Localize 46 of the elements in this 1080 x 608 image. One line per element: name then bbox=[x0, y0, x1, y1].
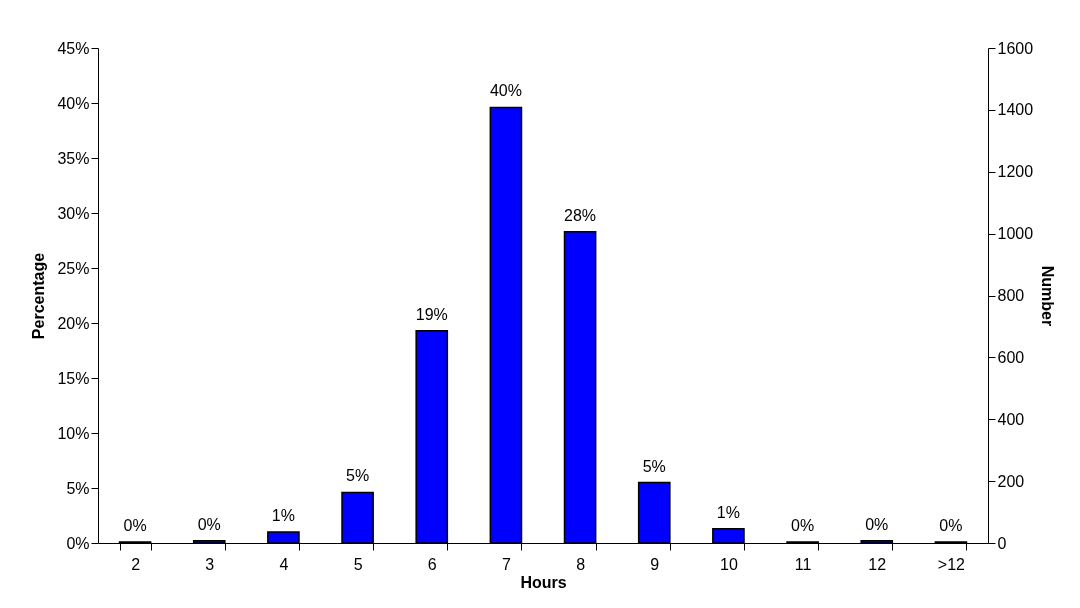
y-tick-label: 45% bbox=[57, 39, 90, 57]
data-label: 5% bbox=[642, 457, 666, 475]
y-axis-title: Percentage bbox=[30, 252, 48, 340]
y2-tick-label: 400 bbox=[997, 410, 1025, 428]
x-tick-label: 6 bbox=[427, 555, 437, 573]
data-label: 19% bbox=[415, 305, 448, 323]
y-tick-label: 15% bbox=[57, 369, 90, 387]
data-label: 0% bbox=[865, 515, 889, 533]
x-tick-label: 11 bbox=[794, 555, 812, 573]
y2-tick-label: 200 bbox=[997, 472, 1025, 490]
x-tick-label: 2 bbox=[131, 555, 141, 573]
y2-tick-label: 1400 bbox=[997, 101, 1034, 119]
x-tick-label: 3 bbox=[205, 555, 215, 573]
x-tick-label: 10 bbox=[720, 555, 738, 573]
y-tick-label: 40% bbox=[57, 94, 90, 112]
y2-tick-label: 800 bbox=[997, 287, 1025, 304]
data-label: 0% bbox=[939, 516, 963, 534]
y-tick-label: 25% bbox=[57, 259, 90, 277]
data-label: 0% bbox=[197, 515, 221, 533]
y-tick-label: 5% bbox=[66, 479, 90, 497]
y2-axis-title: Number bbox=[1039, 265, 1057, 327]
x-tick-label: 5 bbox=[353, 555, 363, 573]
data-label: 1% bbox=[271, 507, 295, 524]
data-label: 40% bbox=[489, 82, 522, 100]
y-tick-label: 10% bbox=[57, 424, 90, 442]
data-label: 5% bbox=[346, 467, 370, 485]
y-tick-label: 35% bbox=[57, 149, 90, 167]
x-tick-label: 8 bbox=[576, 555, 586, 573]
y2-tick-label: 1200 bbox=[997, 163, 1034, 181]
x-tick-label: 4 bbox=[279, 555, 289, 573]
x-tick-label: 12 bbox=[868, 555, 887, 573]
data-label: 0% bbox=[123, 516, 147, 534]
x-tick-label: >12 bbox=[937, 555, 966, 573]
y-tick-label: 0% bbox=[66, 534, 90, 552]
x-axis-title: Hours bbox=[520, 573, 567, 591]
x-tick-label: 7 bbox=[501, 555, 511, 573]
y-tick-label: 30% bbox=[57, 204, 90, 222]
y2-tick-label: 600 bbox=[997, 348, 1025, 366]
y2-tick-label: 1000 bbox=[997, 225, 1034, 243]
data-label: 1% bbox=[716, 503, 740, 521]
y-tick-label: 20% bbox=[57, 314, 90, 332]
data-label: 28% bbox=[564, 206, 597, 224]
data-label: 0% bbox=[791, 516, 815, 534]
y2-tick-label: 0 bbox=[997, 534, 1007, 552]
x-tick-label: 9 bbox=[650, 555, 660, 573]
y2-tick-label: 1600 bbox=[997, 39, 1034, 57]
